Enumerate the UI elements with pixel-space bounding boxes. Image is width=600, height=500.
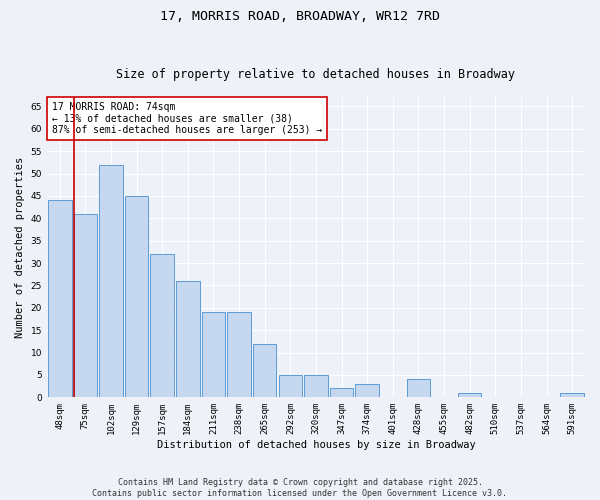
X-axis label: Distribution of detached houses by size in Broadway: Distribution of detached houses by size … xyxy=(157,440,475,450)
Title: Size of property relative to detached houses in Broadway: Size of property relative to detached ho… xyxy=(116,68,515,81)
Bar xyxy=(560,393,584,398)
Bar xyxy=(355,384,379,398)
Y-axis label: Number of detached properties: Number of detached properties xyxy=(15,157,25,338)
Bar xyxy=(253,344,277,398)
Text: 17 MORRIS ROAD: 74sqm
← 13% of detached houses are smaller (38)
87% of semi-deta: 17 MORRIS ROAD: 74sqm ← 13% of detached … xyxy=(52,102,323,135)
Bar xyxy=(74,214,97,398)
Text: Contains HM Land Registry data © Crown copyright and database right 2025.
Contai: Contains HM Land Registry data © Crown c… xyxy=(92,478,508,498)
Bar xyxy=(458,393,481,398)
Bar xyxy=(330,388,353,398)
Bar xyxy=(151,254,174,398)
Bar xyxy=(407,380,430,398)
Bar xyxy=(202,312,225,398)
Text: 17, MORRIS ROAD, BROADWAY, WR12 7RD: 17, MORRIS ROAD, BROADWAY, WR12 7RD xyxy=(160,10,440,23)
Bar xyxy=(227,312,251,398)
Bar xyxy=(278,375,302,398)
Bar xyxy=(176,281,200,398)
Bar xyxy=(99,164,123,398)
Bar xyxy=(125,196,148,398)
Bar xyxy=(304,375,328,398)
Bar xyxy=(48,200,71,398)
